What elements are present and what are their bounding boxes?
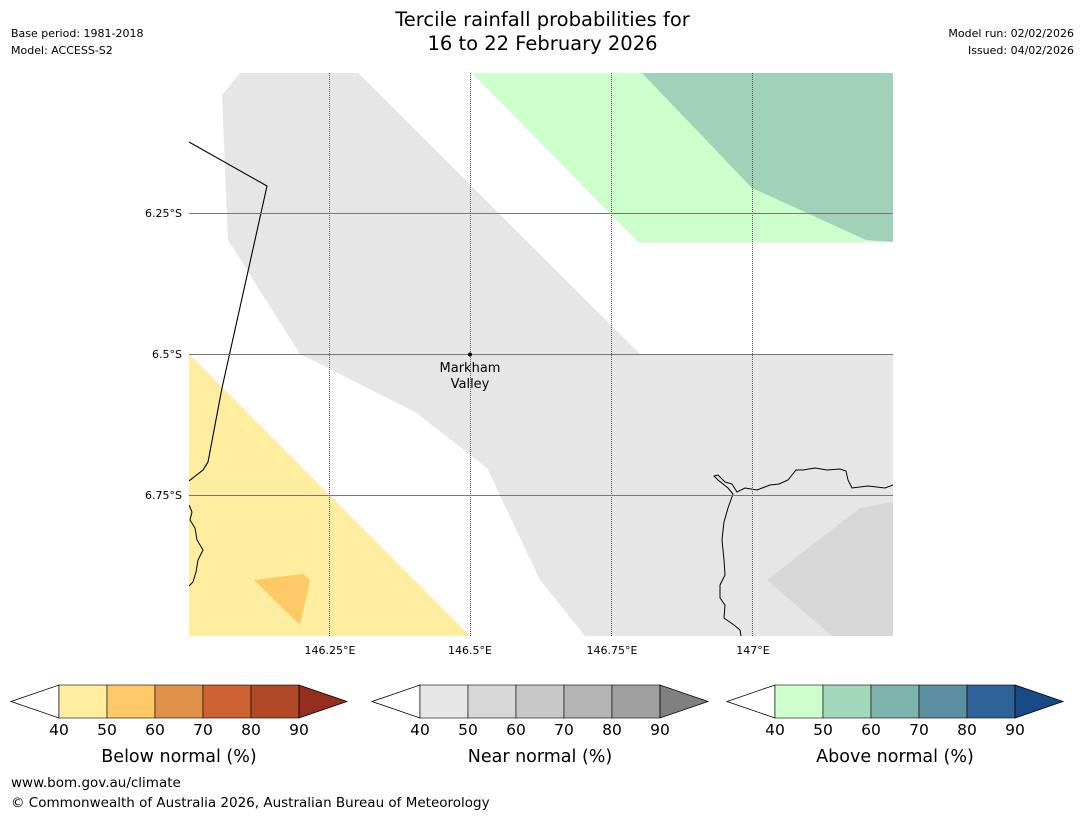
lon-label-146-75: 146.75°E: [587, 644, 638, 657]
below-normal-legend-tick: 50: [97, 721, 117, 739]
near-normal-legend-tick: 40: [410, 721, 430, 739]
near-normal-legend-segment: [467, 684, 517, 719]
title-line-1: Tercile rainfall probabilities for: [395, 8, 690, 31]
below-normal-legend-segment: [154, 684, 204, 719]
below-normal-legend-high-extension: [298, 684, 349, 719]
near-normal-legend-label: Near normal (%): [468, 747, 613, 767]
near-normal-50-region: [767, 502, 893, 636]
above-normal-legend-tick: 80: [957, 721, 977, 739]
base-period: Base period: 1981-2018: [11, 27, 144, 40]
near-normal-legend-segment: [611, 684, 661, 719]
footer-url: www.bom.gov.au/climate: [11, 775, 181, 791]
above-normal-legend-segment: [870, 684, 920, 719]
above-normal-legend-tick: 60: [861, 721, 881, 739]
below-normal-legend-tick: 90: [289, 721, 309, 739]
legends: 40 50 60 70 80 90 Below normal (%) 40 50 60 70 80 90…: [9, 684, 1065, 767]
coastline-southwest: [189, 504, 204, 587]
below-normal-legend-tick: 80: [241, 721, 261, 739]
above-normal-legend-label: Above normal (%): [816, 747, 974, 767]
above-normal-50-region: [642, 73, 893, 242]
header-right: Model run: 02/02/2026 Issued: 04/02/2026: [948, 25, 1074, 59]
near-normal-legend-tick: 60: [506, 721, 526, 739]
lon-label-146-5: 146.5°E: [448, 644, 492, 657]
near-normal-legend-tick: 80: [602, 721, 622, 739]
issued-date: Issued: 04/02/2026: [967, 44, 1074, 57]
above-normal-legend-segment: [966, 684, 1016, 719]
model-name: Model: ACCESS-S2: [11, 44, 113, 57]
lon-label-146-25: 146.25°E: [305, 644, 356, 657]
place-name-line-2: Valley: [451, 377, 490, 392]
near-normal-legend-segment: [419, 684, 469, 719]
below-normal-legend-low-extension: [9, 684, 60, 719]
near-normal-legend-segment: [515, 684, 565, 719]
near-normal-legend-tick: 70: [554, 721, 574, 739]
below-normal-legend-tick: 70: [193, 721, 213, 739]
above-normal-legend-tick: 70: [909, 721, 929, 739]
below-normal-legend-segment: [250, 684, 300, 719]
lon-label-147: 147°E: [736, 644, 769, 657]
gridlines: [189, 73, 893, 636]
below-normal-50-region: [254, 574, 310, 625]
above-normal-legend-high-extension: [1014, 684, 1065, 719]
below-normal-legend-segment: [58, 684, 108, 719]
near-normal-legend-tick: 90: [650, 721, 670, 739]
header-left: Base period: 1981-2018 Model: ACCESS-S2: [11, 25, 143, 59]
below-normal-legend-label: Below normal (%): [101, 747, 256, 767]
above-normal-legend-tick: 50: [813, 721, 833, 739]
above-normal-legend-segment: [774, 684, 824, 719]
near-normal-legend-tick: 50: [458, 721, 478, 739]
near-normal-legend-low-extension: [370, 684, 421, 719]
markham-valley-marker: [468, 352, 472, 357]
place-name-line-1: Markham: [440, 361, 501, 376]
below-normal-legend-tick: 40: [49, 721, 69, 739]
below-normal-legend-tick: 60: [145, 721, 165, 739]
model-run: Model run: 02/02/2026: [948, 27, 1074, 40]
near-normal-legend-segment: [563, 684, 613, 719]
title-line-2: 16 to 22 February 2026: [427, 32, 658, 55]
above-normal-legend-low-extension: [725, 684, 776, 719]
above-normal-legend-tick: 90: [1005, 721, 1025, 739]
above-normal-legend-segment: [822, 684, 872, 719]
lat-label-6-75: 6.75°S: [145, 489, 182, 502]
coastline-east: [713, 467, 893, 636]
map-area: [189, 73, 893, 636]
page-title: Tercile rainfall probabilities for 16 to…: [0, 8, 1085, 56]
above-normal-legend-segment: [918, 684, 968, 719]
near-normal-legend-high-extension: [659, 684, 710, 719]
lat-label-6-5: 6.5°S: [152, 348, 182, 361]
below-normal-legend-segment: [106, 684, 156, 719]
lat-label-6-25: 6.25°S: [145, 207, 182, 220]
above-normal-legend-tick: 40: [765, 721, 785, 739]
coastline-west: [189, 141, 268, 482]
footer-copyright: © Commonwealth of Australia 2026, Austra…: [11, 795, 490, 811]
below-normal-legend-segment: [202, 684, 252, 719]
